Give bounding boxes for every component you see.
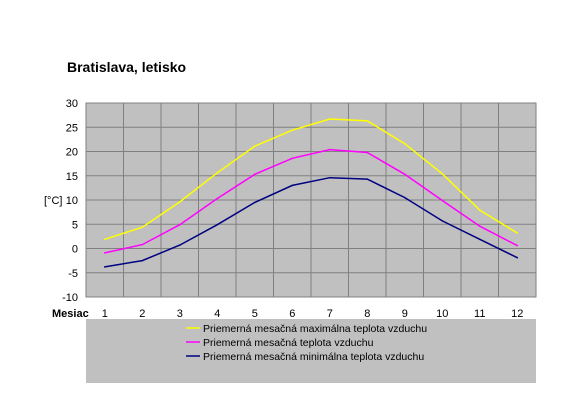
data-point [141, 243, 144, 246]
series-line-2 [104, 148, 518, 254]
legend-entry: Priemerná mesačná minimálna teplota vzdu… [203, 351, 424, 363]
x-tick-label: 3 [177, 308, 183, 320]
x-axis-label: Mesiac [52, 308, 89, 320]
data-point [403, 142, 406, 145]
data-point [328, 118, 331, 120]
x-tick-label: 6 [289, 308, 295, 320]
data-point [291, 184, 294, 187]
grid-lines [86, 102, 536, 298]
x-tick-label: 10 [436, 308, 448, 320]
y-axis-label: [°C] [44, 195, 62, 207]
data-point [366, 178, 369, 180]
y-tick-label: 5 [72, 219, 78, 231]
x-tick-label: 11 [474, 308, 485, 320]
x-tick-label: 12 [511, 308, 523, 320]
data-point [216, 223, 219, 226]
data-point [216, 197, 219, 200]
data-point [141, 226, 144, 228]
data-point [253, 173, 256, 176]
data-point [178, 223, 181, 226]
x-tick-label: 5 [252, 308, 258, 320]
y-tick-label: 0 [72, 244, 78, 256]
y-tick-label: -10 [62, 292, 78, 304]
data-point [216, 172, 219, 174]
data-point [253, 145, 256, 147]
y-tick-label: -5 [68, 268, 78, 280]
series-line-3 [104, 176, 518, 268]
data-point [178, 201, 181, 203]
data-point [291, 129, 294, 131]
data-point [103, 252, 106, 254]
series-line-1 [104, 118, 518, 241]
chart-title: Bratislava, letisko [67, 59, 186, 75]
data-point [478, 225, 481, 227]
data-point [141, 259, 144, 262]
data-point [178, 244, 181, 246]
data-point [441, 199, 444, 202]
y-tick-label: 15 [66, 171, 78, 183]
x-tick-label: 1 [102, 308, 108, 320]
y-tick-label: 20 [66, 147, 78, 159]
x-tick-label: 9 [402, 308, 408, 320]
data-point [478, 209, 481, 211]
y-axis-ticks: 30 25 20 15 10 5 0 -5 -10 [62, 98, 78, 304]
data-point [403, 173, 406, 176]
data-point [103, 266, 106, 268]
data-point [328, 176, 331, 179]
y-tick-label: 30 [66, 98, 78, 110]
y-tick-label: 10 [66, 195, 78, 207]
data-point [103, 238, 106, 241]
legend-box [86, 319, 536, 383]
data-point [328, 148, 331, 151]
data-point [516, 256, 519, 259]
series-lines [103, 118, 519, 268]
x-axis-ticks: 1 2 3 4 5 6 7 8 9 10 11 12 [102, 308, 524, 320]
data-point [441, 220, 444, 222]
legend: Priemerná mesačná maximálna teplota vzdu… [186, 323, 427, 363]
data-point [441, 173, 444, 175]
x-tick-label: 4 [214, 308, 220, 320]
data-point [253, 201, 256, 204]
data-point [366, 120, 369, 122]
legend-entry: Priemerná mesačná maximálna teplota vzdu… [203, 323, 427, 335]
x-tick-label: 7 [327, 308, 333, 320]
y-tick-label: 25 [66, 122, 78, 134]
data-point [366, 151, 369, 154]
data-point [291, 157, 294, 160]
data-point [478, 238, 481, 241]
data-point [516, 232, 519, 234]
x-tick-label: 8 [364, 308, 370, 320]
x-tick-label: 2 [139, 308, 145, 320]
legend-entry: Priemerná mesačná teplota vzduchu [203, 337, 374, 349]
data-point [403, 196, 406, 199]
data-point [516, 244, 519, 247]
